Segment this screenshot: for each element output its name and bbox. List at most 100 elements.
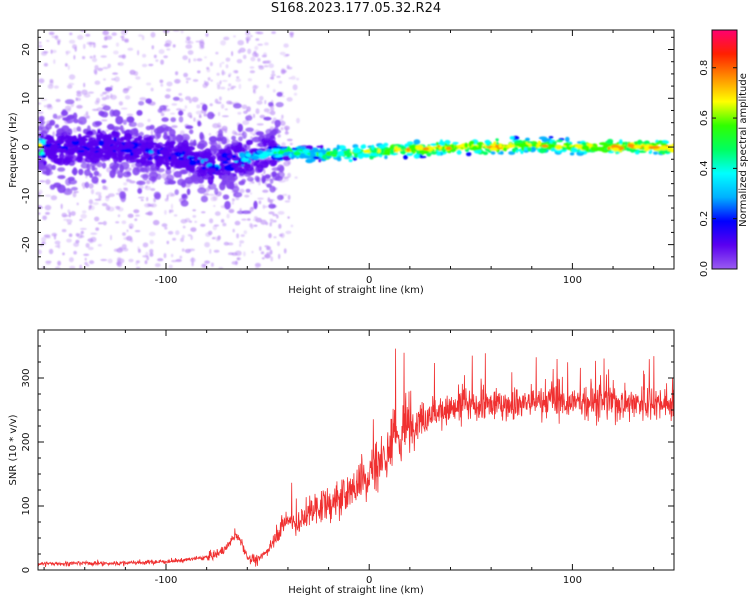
heatmap-cell (94, 198, 102, 201)
heatmap-cell (245, 170, 255, 175)
heatmap-cell (105, 186, 108, 191)
heatmap-cell (525, 137, 530, 141)
heatmap-cell (55, 98, 61, 103)
heatmap-cell (136, 266, 141, 269)
x-tick-label: 0 (366, 575, 372, 586)
heatmap-cell (204, 242, 211, 248)
spectrogram-x-axis-title: Height of straight line (km) (288, 285, 424, 296)
heatmap-cell (320, 145, 324, 150)
heatmap-cell (104, 87, 113, 92)
heatmap-cell (185, 39, 191, 44)
heatmap-cell (84, 181, 90, 189)
heatmap-cell (222, 194, 230, 200)
heatmap-cell (224, 200, 231, 210)
heatmap-cell (159, 79, 164, 84)
heatmap-cell (52, 131, 56, 137)
heatmap-cell (209, 103, 213, 107)
heatmap-cell (235, 78, 242, 82)
heatmap-cell (145, 185, 148, 189)
heatmap-cell (271, 70, 275, 74)
heatmap-cell (174, 189, 179, 196)
heatmap-cell (76, 104, 83, 109)
heatmap-cell (119, 124, 124, 132)
heatmap-cell (197, 120, 202, 127)
heatmap-cell (41, 236, 47, 243)
heatmap-cell (233, 150, 238, 153)
heatmap-cell (253, 162, 258, 167)
heatmap-cell (219, 96, 222, 101)
heatmap-cell (129, 238, 133, 243)
heatmap-cell (629, 149, 638, 152)
heatmap-cell (137, 248, 141, 253)
heatmap-cell (371, 144, 375, 150)
heatmap-cell (76, 92, 82, 97)
heatmap-cell (66, 108, 71, 113)
heatmap-cell (111, 130, 117, 135)
heatmap-cell (170, 161, 174, 167)
heatmap-cell (118, 207, 124, 212)
heatmap-cell (214, 187, 219, 195)
heatmap-cell (273, 220, 277, 223)
heatmap-cell (286, 97, 293, 102)
heatmap-cell (163, 55, 168, 59)
heatmap-cell (72, 127, 78, 133)
heatmap-cell (282, 155, 291, 161)
heatmap-cell (174, 151, 183, 157)
heatmap-cell (276, 75, 281, 78)
heatmap-cell (520, 150, 524, 154)
heatmap-cell (196, 104, 201, 109)
heatmap-cell (209, 218, 214, 224)
heatmap-cell (108, 193, 115, 198)
heatmap-cell (125, 143, 135, 148)
heatmap-cell (363, 149, 372, 154)
heatmap-cell (257, 43, 264, 46)
heatmap-cell (153, 54, 157, 59)
heatmap-cell (233, 192, 243, 198)
heatmap-cell (62, 157, 71, 166)
heatmap-cell (214, 171, 223, 176)
heatmap-cell (88, 199, 93, 205)
heatmap-cell (264, 253, 271, 259)
heatmap-cell (64, 136, 71, 139)
heatmap-cell (251, 181, 255, 184)
heatmap-cell (228, 209, 235, 214)
heatmap-cell (205, 232, 211, 238)
heatmap-cell (357, 153, 364, 158)
heatmap-cell (230, 165, 238, 168)
heatmap-cell (142, 53, 147, 58)
heatmap-cell (538, 136, 548, 140)
heatmap-cell (269, 249, 273, 255)
heatmap-cell (254, 262, 261, 268)
heatmap-cell (378, 144, 386, 149)
heatmap-cell (123, 189, 129, 192)
heatmap-cell (44, 204, 52, 211)
heatmap-cell (85, 33, 91, 37)
colorbar-tick-label: 0.8 (699, 60, 710, 76)
heatmap-cell (102, 66, 109, 70)
heatmap-cell (244, 194, 250, 198)
heatmap-cell (122, 247, 129, 252)
colorbar-title: Normalized spectral amplitude (738, 73, 749, 227)
heatmap-cell (204, 56, 207, 59)
heatmap-cell (537, 140, 542, 146)
heatmap-cell (187, 50, 194, 55)
heatmap-cell (599, 147, 604, 151)
heatmap-cell (45, 123, 52, 130)
heatmap-cell (274, 119, 281, 128)
heatmap-cell (565, 146, 574, 150)
heatmap-cell (149, 239, 154, 245)
heatmap-cell (113, 248, 119, 252)
heatmap-cell (514, 142, 523, 147)
heatmap-cell (185, 44, 193, 49)
colorbar-ticks: 0.0 0.2 0.4 0.6 0.8 (699, 60, 737, 277)
heatmap-cell (255, 159, 260, 164)
heatmap-cell (104, 36, 108, 41)
heatmap-cell (149, 252, 154, 257)
heatmap-cell (209, 248, 212, 254)
heatmap-cell (115, 115, 124, 125)
heatmap-cell (275, 155, 282, 158)
heatmap-cell (231, 85, 236, 88)
heatmap-cell (120, 30, 128, 36)
heatmap-cell (151, 142, 158, 145)
